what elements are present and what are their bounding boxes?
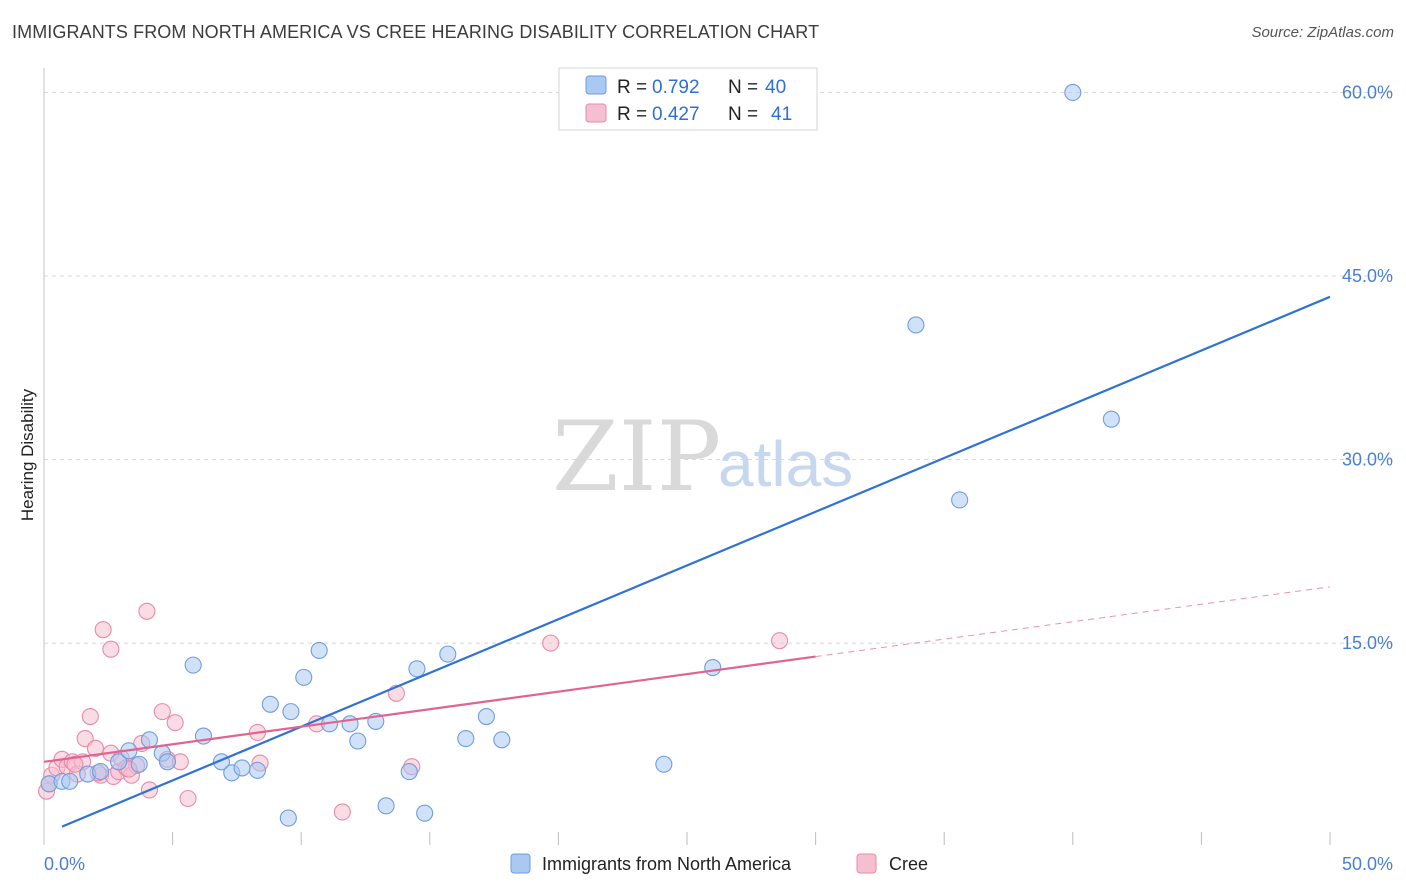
cree-point-35: [542, 634, 560, 652]
cree-point-38: [66, 755, 84, 773]
immigrants-point-16: [248, 761, 267, 779]
immigrants-point-17: [261, 695, 279, 713]
immigrants-point-37: [951, 491, 969, 509]
cree-point-13: [102, 640, 120, 658]
legend-r-label-cree: R =: [617, 104, 647, 125]
correlation-legend: R = 0.792 N = 40 R = 0.427 N = 41: [558, 67, 818, 131]
immigrants-point-5: [110, 753, 128, 771]
series-legend-label-cree: Cree: [889, 854, 928, 874]
immigrants-point-10: [158, 753, 177, 771]
chart-title: IMMIGRANTS FROM NORTH AMERICA VS CREE HE…: [12, 22, 820, 42]
immigrants-point-7: [130, 755, 148, 773]
series-legend-swatch-cree: [856, 853, 877, 874]
immigrants-trendline: [61, 295, 1331, 828]
immigrants-point-8: [140, 731, 159, 749]
immigrants-point-32: [477, 707, 495, 726]
legend-swatch-immigrants: [585, 75, 607, 95]
cree-point-22: [138, 602, 156, 620]
immigrants-point-38: [1064, 83, 1082, 102]
immigrants-point-21: [310, 641, 328, 659]
immigrants-point-27: [400, 763, 418, 781]
cree-point-10: [86, 739, 104, 757]
immigrants-point-29: [416, 804, 434, 822]
source-label: Source: ZipAtlas.com: [1251, 24, 1394, 41]
immigrants-point-11: [184, 656, 202, 674]
legend-r-value-immigrants: 0.792: [652, 77, 700, 98]
immigrants-point-2: [61, 772, 79, 790]
legend-n-label-immigrants: N =: [728, 77, 758, 98]
watermark-zip: ZIP: [552, 401, 721, 513]
legend-r-label-immigrants: R =: [617, 77, 647, 98]
cree-point-24: [153, 703, 171, 721]
immigrants-point-24: [349, 732, 367, 750]
immigrants-points: [40, 83, 1120, 827]
series-legend-swatch-immigrants: [510, 853, 531, 874]
legend-n-value-cree: 41: [771, 104, 792, 125]
y-axis-label: Hearing Disability: [18, 388, 37, 521]
immigrants-point-39: [1102, 410, 1120, 428]
cree-point-32: [333, 803, 351, 821]
immigrants-point-33: [493, 731, 511, 749]
immigrants-point-30: [439, 645, 457, 663]
immigrants-point-28: [408, 660, 426, 678]
legend-n-label-cree: N =: [728, 104, 758, 125]
trendlines: [43, 295, 1331, 828]
y-tick-label-1: 30.0%: [1342, 450, 1393, 470]
immigrants-point-19: [282, 703, 300, 721]
cree-point-36: [771, 632, 789, 650]
watermark-atlas: atlas: [718, 428, 853, 500]
immigrants-point-35: [704, 659, 722, 677]
immigrants-point-34: [655, 755, 673, 773]
legend-r-value-cree: 0.427: [652, 104, 700, 125]
grid: [44, 91, 1392, 644]
y-tick-label-2: 45.0%: [1342, 266, 1393, 286]
y-tick-label-3: 60.0%: [1342, 82, 1393, 102]
cree-trendline-extension: [815, 586, 1331, 658]
legend-swatch-cree: [585, 103, 607, 123]
legend-n-value-immigrants: 40: [765, 77, 786, 98]
y-tick-label-0: 15.0%: [1342, 633, 1393, 653]
immigrants-point-31: [457, 729, 475, 748]
y-tick-labels: 15.0% 30.0% 45.0% 60.0%: [1342, 82, 1393, 653]
x-axis-ticks: [172, 832, 1331, 845]
immigrants-point-18: [279, 809, 297, 827]
immigrants-point-36: [907, 316, 925, 334]
cree-point-9: [81, 707, 99, 726]
cree-point-26: [166, 714, 184, 732]
immigrants-point-15: [233, 759, 251, 777]
cree-point-12: [94, 621, 112, 639]
x-tick-label-min: 0.0%: [44, 854, 85, 874]
series-legend-label-immigrants: Immigrants from North America: [542, 854, 792, 874]
cree-point-28: [179, 789, 197, 808]
immigrants-point-20: [295, 668, 313, 686]
cree-trendline: [43, 655, 816, 763]
watermark: ZIP atlas: [552, 401, 853, 513]
series-legend: Immigrants from North America Cree: [510, 853, 928, 874]
x-tick-label-max: 50.0%: [1342, 854, 1393, 874]
immigrants-point-4: [92, 763, 110, 781]
immigrants-point-26: [377, 797, 395, 815]
